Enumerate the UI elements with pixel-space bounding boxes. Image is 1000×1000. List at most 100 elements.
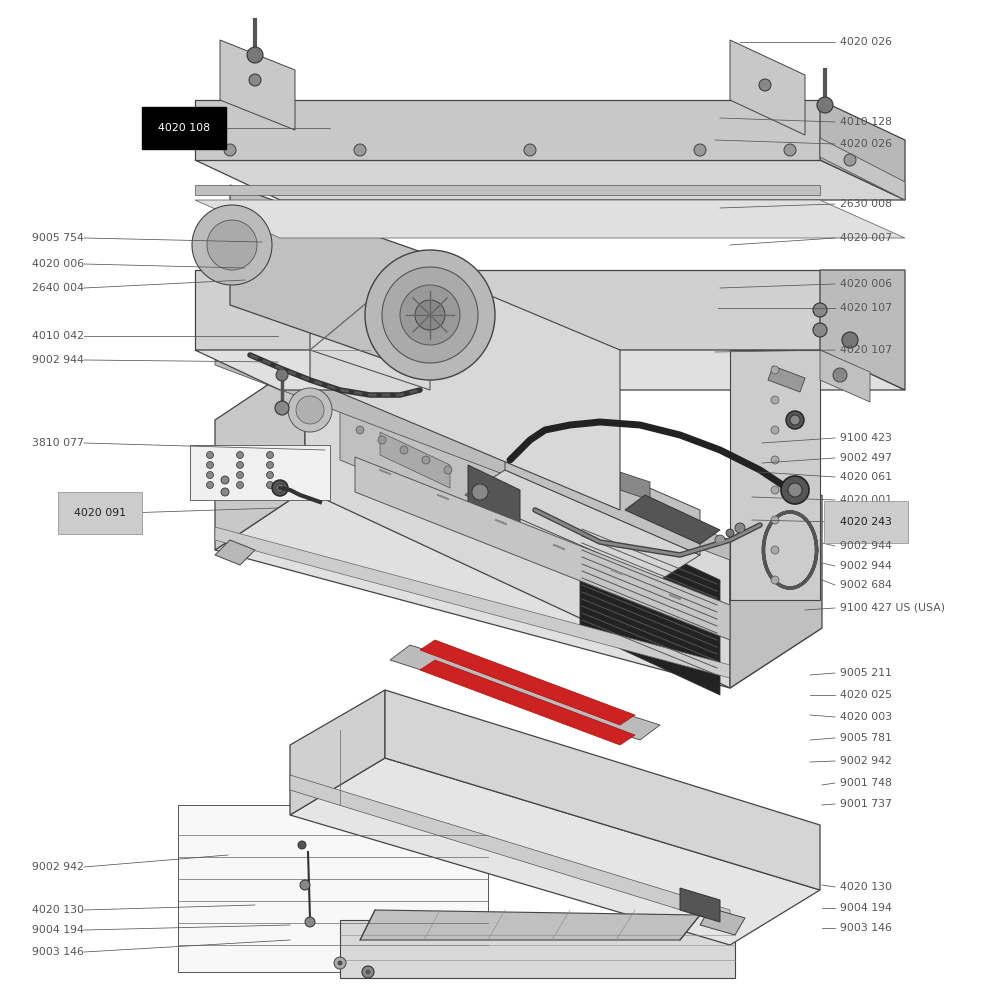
Circle shape	[354, 144, 366, 156]
Circle shape	[771, 576, 779, 584]
Circle shape	[300, 880, 310, 890]
Polygon shape	[215, 490, 822, 688]
Circle shape	[266, 452, 274, 458]
Polygon shape	[730, 495, 822, 688]
Text: 9004 194: 9004 194	[840, 903, 892, 913]
Circle shape	[288, 388, 332, 432]
Text: 4020 130: 4020 130	[32, 905, 84, 915]
Circle shape	[207, 452, 214, 458]
Text: 4010 128: 4010 128	[840, 117, 892, 127]
Polygon shape	[390, 645, 660, 740]
Circle shape	[472, 484, 488, 500]
Circle shape	[415, 300, 445, 330]
Text: 4020 130: 4020 130	[840, 882, 892, 892]
Circle shape	[356, 426, 364, 434]
Circle shape	[422, 456, 430, 464]
Text: 9004 194: 9004 194	[32, 925, 84, 935]
Polygon shape	[768, 366, 805, 392]
Circle shape	[237, 452, 244, 458]
Text: 9003 146: 9003 146	[32, 947, 84, 957]
Circle shape	[362, 966, 374, 978]
Polygon shape	[380, 432, 450, 488]
Text: 9003 146: 9003 146	[840, 923, 892, 933]
Circle shape	[817, 97, 833, 113]
Circle shape	[266, 472, 274, 479]
Circle shape	[237, 462, 244, 468]
Circle shape	[207, 462, 214, 468]
Polygon shape	[340, 920, 735, 978]
Circle shape	[735, 523, 745, 533]
Polygon shape	[820, 100, 905, 200]
Polygon shape	[620, 472, 650, 500]
Text: 9002 497: 9002 497	[840, 453, 892, 463]
Text: 9001 737: 9001 737	[840, 799, 892, 809]
Text: 4020 026: 4020 026	[840, 37, 892, 47]
Circle shape	[298, 841, 306, 849]
Polygon shape	[195, 270, 820, 350]
Circle shape	[524, 144, 536, 156]
Polygon shape	[290, 758, 820, 945]
Text: 9100 427 US (USA): 9100 427 US (USA)	[840, 603, 945, 613]
Polygon shape	[700, 908, 745, 935]
Circle shape	[784, 144, 796, 156]
Polygon shape	[195, 160, 905, 200]
Polygon shape	[505, 425, 700, 555]
Text: 9005 211: 9005 211	[840, 668, 892, 678]
Circle shape	[781, 476, 809, 504]
Circle shape	[788, 483, 802, 497]
Polygon shape	[465, 470, 700, 580]
Circle shape	[771, 486, 779, 494]
Circle shape	[771, 366, 779, 374]
Circle shape	[366, 970, 370, 974]
Text: 4020 091: 4020 091	[74, 508, 126, 518]
Text: 9005 754: 9005 754	[32, 233, 84, 243]
Text: 4020 243: 4020 243	[840, 517, 892, 527]
Text: 9002 944: 9002 944	[32, 355, 84, 365]
Text: 4020 007: 4020 007	[840, 233, 892, 243]
Circle shape	[771, 546, 779, 554]
Polygon shape	[215, 360, 305, 550]
Circle shape	[382, 267, 478, 363]
Circle shape	[272, 480, 288, 496]
Circle shape	[771, 426, 779, 434]
Text: 4020 107: 4020 107	[840, 345, 892, 355]
Text: 4010 042: 4010 042	[32, 331, 84, 341]
Circle shape	[813, 303, 827, 317]
Circle shape	[296, 396, 324, 424]
Polygon shape	[360, 910, 700, 940]
Circle shape	[275, 401, 289, 415]
Circle shape	[249, 74, 261, 86]
Circle shape	[813, 323, 827, 337]
Circle shape	[224, 144, 236, 156]
Circle shape	[726, 529, 734, 537]
Text: 4020 006: 4020 006	[32, 259, 84, 269]
Polygon shape	[625, 495, 720, 544]
Polygon shape	[468, 465, 520, 528]
Circle shape	[207, 220, 257, 270]
Polygon shape	[230, 185, 430, 375]
Circle shape	[771, 456, 779, 464]
Polygon shape	[215, 540, 255, 565]
Circle shape	[771, 396, 779, 404]
Polygon shape	[195, 200, 905, 238]
Text: 9002 942: 9002 942	[32, 862, 84, 872]
Circle shape	[842, 332, 858, 348]
Polygon shape	[820, 350, 870, 402]
Text: 9100 423: 9100 423	[840, 433, 892, 443]
Polygon shape	[730, 350, 820, 600]
Circle shape	[694, 144, 706, 156]
Circle shape	[266, 462, 274, 468]
Polygon shape	[580, 515, 720, 695]
Circle shape	[305, 917, 315, 927]
Circle shape	[833, 368, 847, 382]
Circle shape	[266, 482, 274, 488]
Text: 4020 026: 4020 026	[840, 139, 892, 149]
Circle shape	[276, 369, 288, 381]
Text: 4020 025: 4020 025	[840, 690, 892, 700]
Text: 2640 004: 2640 004	[32, 283, 84, 293]
Polygon shape	[215, 527, 730, 678]
Polygon shape	[580, 457, 610, 485]
Circle shape	[365, 250, 495, 380]
Polygon shape	[820, 138, 905, 200]
Circle shape	[221, 476, 229, 484]
